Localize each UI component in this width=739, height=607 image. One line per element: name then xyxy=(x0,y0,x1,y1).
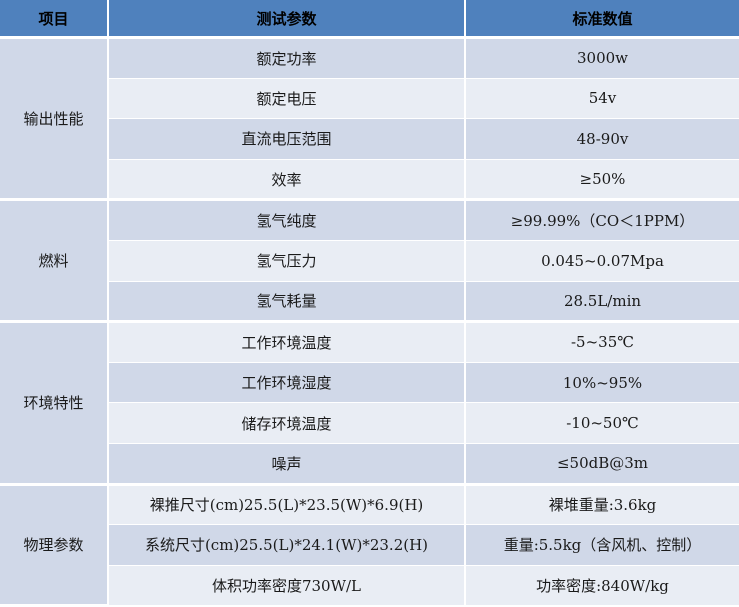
table-row: 储存环境温度 -10~50℃ xyxy=(0,402,739,444)
table-row: 氢气压力 0.045~0.07Mpa xyxy=(0,240,739,282)
table-row: 效率 ≥50% xyxy=(0,159,739,202)
value-cell: 48-90v xyxy=(464,118,739,160)
value-cell: -5~35℃ xyxy=(464,321,739,363)
value-cell: 54v xyxy=(464,78,739,120)
param-cell: 工作环境温度 xyxy=(107,321,465,363)
param-cell: 储存环境温度 xyxy=(107,402,465,444)
param-cell: 氢气耗量 xyxy=(107,281,465,324)
table-row: 物理参数 裸推尺寸(cm)25.5(L)*23.5(W)*6.9(H) 裸堆重量… xyxy=(0,484,739,607)
header-item: 项目 xyxy=(0,0,108,39)
param-cell: 系统尺寸(cm)25.5(L)*24.1(W)*23.2(H) xyxy=(107,524,465,566)
param-cell: 体积功率密度730W/L xyxy=(107,565,465,607)
table-row: 环境特性 工作环境温度 -5~35℃ xyxy=(0,321,739,486)
table-row: 工作环境湿度 10%~95% xyxy=(0,362,739,404)
table-row: 体积功率密度730W/L 功率密度:840W/kg xyxy=(0,565,739,607)
value-cell: 裸堆重量:3.6kg xyxy=(464,484,739,526)
param-cell: 效率 xyxy=(107,159,465,202)
group-label-physical: 物理参数 xyxy=(0,484,108,607)
param-cell: 额定功率 xyxy=(107,37,465,79)
header-param: 测试参数 xyxy=(107,0,465,39)
table-row: 直流电压范围 48-90v xyxy=(0,118,739,160)
header-row: 项目 测试参数 标准数值 xyxy=(0,0,739,39)
value-cell: 0.045~0.07Mpa xyxy=(464,240,739,282)
value-cell: ≤50dB@3m xyxy=(464,443,739,486)
header-value: 标准数值 xyxy=(464,0,739,39)
param-cell: 氢气压力 xyxy=(107,240,465,282)
table-row: 氢气耗量 28.5L/min xyxy=(0,281,739,324)
table-row: 输出性能 额定功率 3000w xyxy=(0,37,739,202)
value-cell: 功率密度:840W/kg xyxy=(464,565,739,607)
table-row: 额定电压 54v xyxy=(0,78,739,120)
value-cell: ≥99.99%（CO＜1PPM） xyxy=(464,199,739,241)
value-cell: 3000w xyxy=(464,37,739,79)
table-row: 噪声 ≤50dB@3m xyxy=(0,443,739,486)
value-cell: 28.5L/min xyxy=(464,281,739,324)
value-cell: 10%~95% xyxy=(464,362,739,404)
table-row: 燃料 氢气纯度 ≥99.99%（CO＜1PPM） xyxy=(0,199,739,324)
param-cell: 额定电压 xyxy=(107,78,465,120)
param-cell: 裸推尺寸(cm)25.5(L)*23.5(W)*6.9(H) xyxy=(107,484,465,526)
param-cell: 工作环境湿度 xyxy=(107,362,465,404)
group-label-output: 输出性能 xyxy=(0,37,108,202)
param-cell: 氢气纯度 xyxy=(107,199,465,241)
value-cell: 重量:5.5kg（含风机、控制） xyxy=(464,524,739,566)
param-cell: 直流电压范围 xyxy=(107,118,465,160)
value-cell: -10~50℃ xyxy=(464,402,739,444)
param-cell: 噪声 xyxy=(107,443,465,486)
group-label-environment: 环境特性 xyxy=(0,321,108,486)
table-row: 系统尺寸(cm)25.5(L)*24.1(W)*23.2(H) 重量:5.5kg… xyxy=(0,524,739,566)
group-label-fuel: 燃料 xyxy=(0,199,108,324)
value-cell: ≥50% xyxy=(464,159,739,202)
